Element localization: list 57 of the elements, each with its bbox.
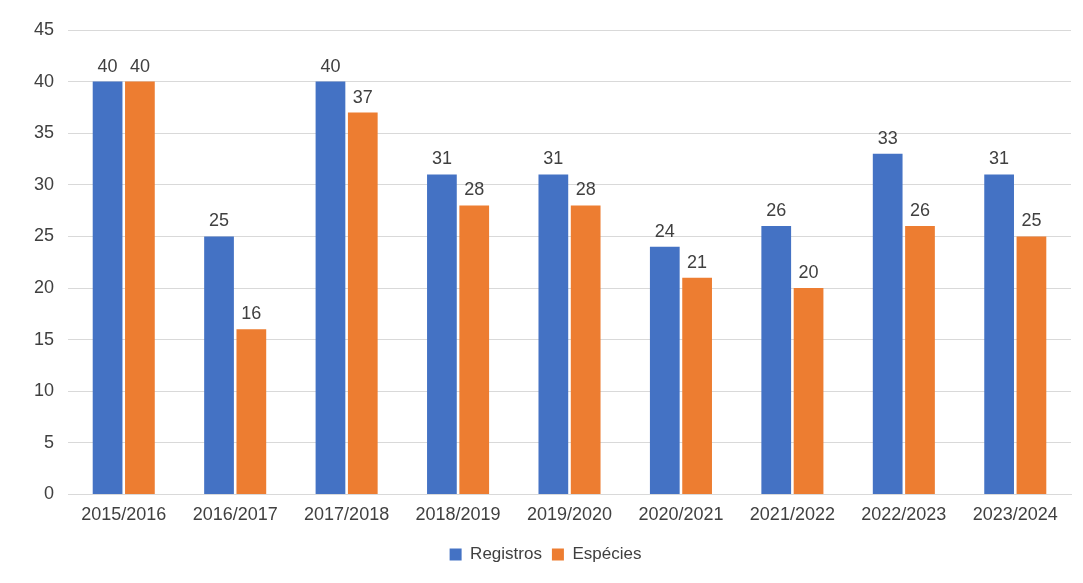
bar (570, 205, 601, 494)
bar (984, 174, 1014, 494)
y-tick-label: 25 (33, 225, 55, 246)
bar (125, 81, 155, 494)
bar (538, 174, 569, 494)
bar (682, 277, 712, 494)
data-label: 24 (654, 220, 675, 241)
x-tick-label: 2020/2021 (638, 504, 724, 525)
data-label: 28 (575, 179, 596, 200)
data-label: 21 (687, 251, 708, 272)
data-label: 26 (909, 200, 931, 221)
bar (1016, 236, 1047, 494)
bar (92, 81, 123, 494)
data-label: 25 (1021, 210, 1042, 231)
y-tick-label: 15 (33, 328, 55, 349)
bar (315, 81, 346, 494)
bar (649, 246, 680, 494)
data-label: 16 (241, 303, 262, 324)
x-tick-label: 2022/2023 (861, 504, 947, 525)
data-label: 37 (352, 86, 373, 107)
y-tick-label: 0 (44, 483, 55, 504)
x-tick-label: 2018/2019 (415, 504, 501, 525)
bar (872, 153, 903, 494)
bar (793, 288, 824, 494)
bar (236, 329, 267, 494)
data-label: 40 (129, 55, 150, 76)
data-label: 33 (877, 127, 898, 148)
y-tick-label: 40 (33, 70, 55, 91)
y-tick-label: 10 (33, 380, 55, 401)
x-tick-label: 2021/2022 (749, 504, 835, 525)
x-tick-label: 2017/2018 (304, 504, 390, 525)
data-label: 25 (209, 210, 230, 231)
x-tick-label: 2016/2017 (192, 504, 278, 525)
y-tick-label: 30 (33, 173, 55, 194)
bar (427, 174, 457, 494)
data-label: 31 (543, 148, 564, 169)
data-label: 20 (798, 261, 819, 282)
bar (347, 112, 378, 494)
y-tick-label: 20 (33, 276, 55, 297)
x-tick-label: 2015/2016 (81, 504, 167, 525)
data-label: 31 (989, 148, 1010, 169)
x-tick-label: 2023/2024 (972, 504, 1058, 525)
bar (459, 205, 490, 494)
data-label: 40 (97, 55, 118, 76)
y-tick-label: 45 (33, 18, 55, 39)
x-tick-label: 2019/2020 (526, 504, 613, 525)
data-label: 40 (320, 55, 341, 76)
data-label: 26 (766, 200, 787, 221)
bar (905, 226, 935, 494)
bar (204, 236, 234, 494)
y-tick-label: 35 (33, 122, 55, 143)
legend-label: Registros (470, 544, 542, 564)
bar (761, 226, 792, 494)
legend-label: Espécies (572, 544, 642, 564)
data-label: 31 (431, 148, 452, 169)
data-label: 28 (464, 179, 485, 200)
y-tick-label: 5 (44, 431, 55, 452)
